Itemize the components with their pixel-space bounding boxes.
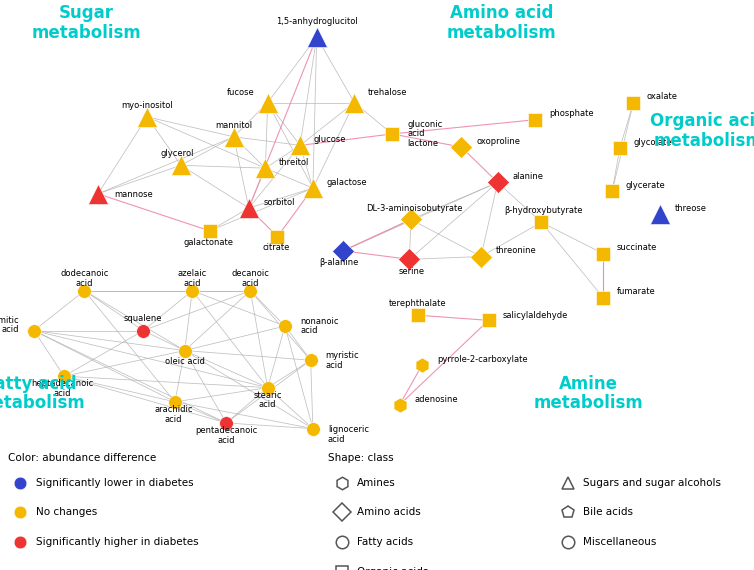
Text: Organic acid
metabolism: Organic acid metabolism	[650, 112, 754, 150]
Text: succinate: succinate	[617, 243, 657, 253]
Text: Color: abundance difference: Color: abundance difference	[8, 453, 156, 463]
Text: DL-3-aminoisobutyrate: DL-3-aminoisobutyrate	[366, 203, 463, 213]
Text: palmitic
acid: palmitic acid	[0, 316, 19, 334]
Text: salicylaldehyde: salicylaldehyde	[502, 311, 568, 320]
Text: Fatty acids: Fatty acids	[357, 537, 412, 547]
Text: glycolate: glycolate	[633, 138, 672, 147]
Text: sorbitol: sorbitol	[264, 198, 296, 207]
Text: Significantly lower in diabetes: Significantly lower in diabetes	[36, 478, 194, 488]
Text: nonanoic
acid: nonanoic acid	[300, 317, 339, 335]
Text: galactonate: galactonate	[183, 238, 233, 247]
Text: alanine: alanine	[513, 172, 544, 181]
Text: myo-inositol: myo-inositol	[121, 101, 173, 110]
Text: Miscellaneous: Miscellaneous	[583, 537, 656, 547]
Text: pyrrole-2-carboxylate: pyrrole-2-carboxylate	[437, 355, 528, 364]
Text: β-alanine: β-alanine	[320, 258, 359, 267]
Text: Organic acids: Organic acids	[357, 567, 428, 570]
Text: Sugars and sugar alcohols: Sugars and sugar alcohols	[583, 478, 721, 488]
Text: myristic
acid: myristic acid	[326, 351, 360, 369]
Text: heptadecanoic
acid: heptadecanoic acid	[32, 380, 93, 398]
Text: fumarate: fumarate	[617, 287, 655, 296]
Text: Bile acids: Bile acids	[583, 507, 633, 518]
Text: threonine: threonine	[496, 246, 537, 255]
Text: azelaic
acid: azelaic acid	[178, 269, 207, 287]
Text: serine: serine	[399, 267, 425, 276]
Text: threitol: threitol	[279, 158, 309, 167]
Text: fucose: fucose	[226, 88, 254, 97]
Text: β-hydroxybutyrate: β-hydroxybutyrate	[504, 206, 583, 215]
Text: stearic
acid: stearic acid	[253, 391, 282, 409]
Text: lignoceric
acid: lignoceric acid	[328, 425, 369, 443]
Text: trehalose: trehalose	[368, 88, 407, 97]
Text: glycerate: glycerate	[626, 181, 666, 190]
Text: oxalate: oxalate	[647, 92, 678, 101]
Text: glycerol: glycerol	[161, 149, 194, 158]
Text: galactose: galactose	[326, 178, 367, 187]
Text: squalene: squalene	[124, 314, 163, 323]
Text: citrate: citrate	[262, 243, 290, 253]
Text: oleic acid: oleic acid	[165, 357, 204, 367]
Text: dodecanoic
acid: dodecanoic acid	[60, 269, 109, 287]
Text: mannitol: mannitol	[215, 121, 253, 130]
Text: oxoproline: oxoproline	[477, 137, 520, 146]
Text: phosphate: phosphate	[549, 109, 593, 119]
Text: Amino acids: Amino acids	[357, 507, 421, 518]
Text: glucose: glucose	[314, 135, 346, 144]
Text: threose: threose	[675, 203, 706, 213]
Text: Shape: class: Shape: class	[328, 453, 394, 463]
Text: gluconic
acid
lactone: gluconic acid lactone	[407, 120, 443, 148]
Text: mannose: mannose	[115, 190, 153, 200]
Text: arachidic
acid: arachidic acid	[154, 405, 193, 424]
Text: Sugar
metabolism: Sugar metabolism	[32, 4, 142, 42]
Text: terephthalate: terephthalate	[389, 299, 446, 308]
Text: decanoic
acid: decanoic acid	[231, 269, 269, 287]
Text: pentadecanoic
acid: pentadecanoic acid	[195, 426, 257, 445]
Text: No changes: No changes	[36, 507, 97, 518]
Text: Amines: Amines	[357, 478, 395, 488]
Text: Fatty acid
metabolism: Fatty acid metabolism	[0, 374, 85, 412]
Text: adenosine: adenosine	[415, 394, 458, 404]
Text: Amino acid
metabolism: Amino acid metabolism	[446, 4, 556, 42]
Text: 1,5-anhydroglucitol: 1,5-anhydroglucitol	[276, 17, 357, 26]
Text: Significantly higher in diabetes: Significantly higher in diabetes	[36, 537, 199, 547]
Text: Amine
metabolism: Amine metabolism	[533, 374, 643, 412]
